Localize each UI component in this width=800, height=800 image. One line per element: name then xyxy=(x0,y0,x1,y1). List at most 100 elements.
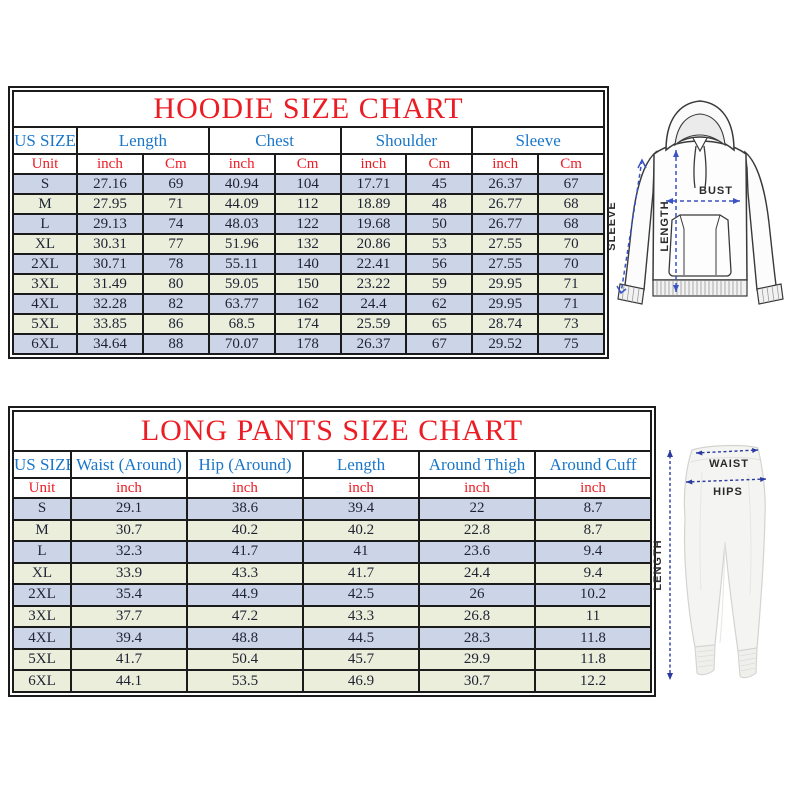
size-cell: L xyxy=(12,213,78,235)
value-cell: 39.4 xyxy=(70,626,188,650)
unit-header: inch xyxy=(471,153,540,175)
value-cell: 11.8 xyxy=(534,626,652,650)
value-cell: 68 xyxy=(537,193,605,215)
value-cell: 38.6 xyxy=(186,497,304,521)
value-cell: 22 xyxy=(418,497,536,521)
value-cell: 18.89 xyxy=(339,193,408,215)
size-cell: 2XL xyxy=(12,253,78,275)
unit-header: inch xyxy=(186,477,304,499)
value-cell: 34.64 xyxy=(76,333,144,355)
value-cell: 32.28 xyxy=(76,293,144,315)
table-row: 6XL 34.64 88 70.07 178 26.37 67 29.52 75 xyxy=(12,333,605,355)
value-cell: 47.2 xyxy=(186,604,304,629)
table-row: L 29.13 74 48.03 122 19.68 50 26.77 68 xyxy=(12,213,605,235)
value-cell: 28.74 xyxy=(471,313,540,335)
value-cell: 20.86 xyxy=(339,233,408,255)
value-cell: 10.2 xyxy=(534,583,652,607)
value-cell: 29.13 xyxy=(76,213,144,235)
value-cell: 68 xyxy=(537,213,605,235)
size-cell: XL xyxy=(12,561,72,586)
unit-header: Cm xyxy=(141,153,210,175)
value-cell: 140 xyxy=(273,253,342,275)
measurement-column-header: Sleeve xyxy=(471,126,605,155)
value-cell: 51.96 xyxy=(207,233,276,255)
table-row: M 30.7 40.2 40.2 22.8 8.7 xyxy=(12,518,652,543)
bust-arrow xyxy=(666,198,740,204)
value-cell: 30.31 xyxy=(76,233,144,255)
header-row: US SIZE Waist (Around) Hip (Around) Length A… xyxy=(12,450,652,479)
size-cell: L xyxy=(12,540,72,564)
value-cell: 22.41 xyxy=(339,253,408,275)
value-cell: 43.3 xyxy=(186,561,304,586)
table-row: 3XL 31.49 80 59.05 150 23.22 59 29.95 71 xyxy=(12,273,605,295)
size-cell: 6XL xyxy=(12,333,78,355)
value-cell: 40.94 xyxy=(207,173,276,195)
size-cell: M xyxy=(12,193,78,215)
pants-length-arrow xyxy=(667,450,673,680)
unit-header: inch xyxy=(207,153,276,175)
table-row: XL 30.31 77 51.96 132 20.86 53 27.55 70 xyxy=(12,233,605,255)
sleeve-label: SLEEVE xyxy=(608,201,618,250)
long-pants-size-chart-table: LONG PANTS SIZE CHART US SIZE Waist (Aroun… xyxy=(8,406,656,697)
size-cell: M xyxy=(12,518,72,543)
chart-title: LONG PANTS SIZE CHART xyxy=(12,410,652,452)
value-cell: 31.49 xyxy=(76,273,144,295)
size-table: LONG PANTS SIZE CHART US SIZE Waist (Aroun… xyxy=(12,410,652,693)
header-row: US SIZE Length Chest Shoulder Sleeve xyxy=(12,126,605,155)
waist-label: WAIST xyxy=(709,458,749,470)
value-cell: 30.71 xyxy=(76,253,144,275)
value-cell: 29.1 xyxy=(70,497,188,521)
size-cell: S xyxy=(12,173,78,195)
value-cell: 70 xyxy=(537,253,605,275)
value-cell: 9.4 xyxy=(534,540,652,564)
value-cell: 28.3 xyxy=(418,626,536,650)
value-cell: 69 xyxy=(141,173,210,195)
measurement-column-header: Around Thigh xyxy=(418,450,536,479)
value-cell: 68.5 xyxy=(207,313,276,335)
value-cell: 150 xyxy=(273,273,342,295)
value-cell: 178 xyxy=(273,333,342,355)
size-cell: 3XL xyxy=(12,273,78,295)
measurement-column-header: Length xyxy=(302,450,420,479)
size-cell: 6XL xyxy=(12,669,72,693)
value-cell: 53 xyxy=(405,233,474,255)
value-cell: 104 xyxy=(273,173,342,195)
table-row: M 27.95 71 44.09 112 18.89 48 26.77 68 xyxy=(12,193,605,215)
size-cell: 3XL xyxy=(12,604,72,629)
value-cell: 29.9 xyxy=(418,647,536,672)
value-cell: 33.9 xyxy=(70,561,188,586)
value-cell: 23.22 xyxy=(339,273,408,295)
value-cell: 41.7 xyxy=(186,540,304,564)
unit-header: Cm xyxy=(273,153,342,175)
value-cell: 39.4 xyxy=(302,497,420,521)
value-cell: 62 xyxy=(405,293,474,315)
value-cell: 37.7 xyxy=(70,604,188,629)
value-cell: 8.7 xyxy=(534,518,652,543)
chart-title: HOODIE SIZE CHART xyxy=(12,90,605,128)
unit-header: inch xyxy=(76,153,144,175)
measurement-column-header: Length xyxy=(76,126,210,155)
table-row: 4XL 32.28 82 63.77 162 24.4 62 29.95 71 xyxy=(12,293,605,315)
value-cell: 29.95 xyxy=(471,273,540,295)
measurement-column-header: Around Cuff xyxy=(534,450,652,479)
size-cell: XL xyxy=(12,233,78,255)
value-cell: 80 xyxy=(141,273,210,295)
table-row: S 27.16 69 40.94 104 17.71 45 26.37 67 xyxy=(12,173,605,195)
value-cell: 27.95 xyxy=(76,193,144,215)
value-cell: 27.16 xyxy=(76,173,144,195)
hoodie-hood-shape xyxy=(665,100,735,189)
value-cell: 24.4 xyxy=(339,293,408,315)
hips-label: HIPS xyxy=(713,486,743,498)
value-cell: 19.68 xyxy=(339,213,408,235)
value-cell: 41.7 xyxy=(70,647,188,672)
value-cell: 48 xyxy=(405,193,474,215)
table-row: 5XL 41.7 50.4 45.7 29.9 11.8 xyxy=(12,647,652,672)
value-cell: 11.8 xyxy=(534,647,652,672)
value-cell: 24.4 xyxy=(418,561,536,586)
value-cell: 41.7 xyxy=(302,561,420,586)
value-cell: 30.7 xyxy=(418,669,536,693)
unit-header: inch xyxy=(418,477,536,499)
unit-header: inch xyxy=(339,153,408,175)
size-cell: 2XL xyxy=(12,583,72,607)
value-cell: 74 xyxy=(141,213,210,235)
